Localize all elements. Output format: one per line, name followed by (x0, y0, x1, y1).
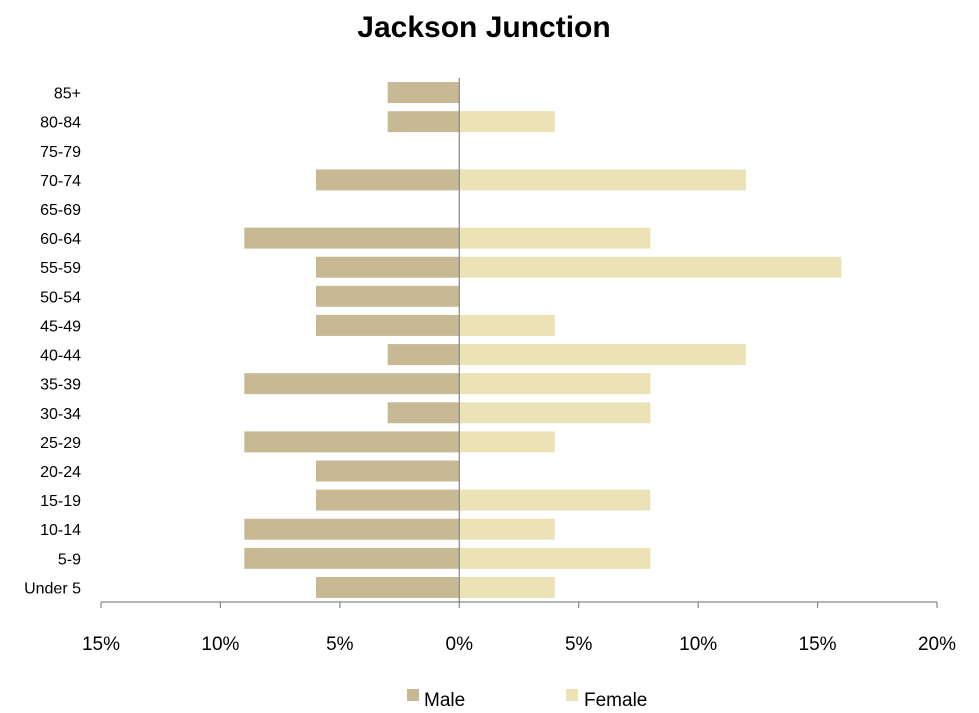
bar-male-15-19 (315, 489, 460, 511)
bar-male-55-59 (315, 256, 460, 278)
bar-male-30-34 (387, 402, 460, 424)
bar-female-70-74 (459, 169, 746, 191)
category-label: 45-49 (40, 318, 81, 335)
category-label: 75-79 (40, 144, 81, 161)
legend-label-male: Male (424, 690, 465, 711)
category-label: 30-34 (40, 406, 81, 423)
axes-group (100, 78, 938, 608)
category-label: 70-74 (40, 173, 81, 190)
x-tick-label: 5% (326, 634, 354, 655)
x-tick-label: 20% (918, 634, 956, 655)
bar-male-5-9 (244, 547, 460, 569)
x-tick-labels: 15% 10% 5% 0% 5% 10% 15% 20% (82, 634, 956, 655)
x-tick-label: 5% (565, 634, 593, 655)
bar-female-30-34 (459, 402, 651, 424)
bar-female-80-84 (459, 111, 555, 133)
category-label: 50-54 (40, 289, 81, 306)
bar-female-60-64 (459, 227, 651, 249)
bar-female-55-59 (459, 256, 842, 278)
category-label: 10-14 (40, 522, 81, 539)
bar-male-under-5 (315, 576, 460, 598)
category-label: 25-29 (40, 435, 81, 452)
bar-female-25-29 (459, 431, 555, 453)
bars-group (244, 82, 842, 598)
bar-female-45-49 (459, 314, 555, 336)
category-label: Under 5 (24, 580, 81, 597)
chart-title: Jackson Junction (357, 11, 610, 44)
bar-male-50-54 (315, 285, 460, 307)
bar-male-40-44 (387, 344, 460, 366)
bar-female-10-14 (459, 518, 555, 540)
category-label: 60-64 (40, 231, 81, 248)
legend-swatch-female (566, 689, 578, 701)
x-tick-label: 0% (446, 634, 474, 655)
category-label: 15-19 (40, 493, 81, 510)
x-tick-label: 15% (82, 634, 120, 655)
bar-male-80-84 (387, 111, 460, 133)
category-label: 85+ (54, 86, 81, 103)
bar-male-35-39 (244, 373, 460, 395)
category-label: 5-9 (58, 551, 81, 568)
legend-swatch-male (407, 689, 419, 701)
bar-male-85+ (387, 82, 460, 104)
legend-label-female: Female (584, 690, 647, 711)
bar-female-15-19 (459, 489, 651, 511)
bar-female-35-39 (459, 373, 651, 395)
x-tick-label: 10% (679, 634, 717, 655)
legend: Male Female (407, 689, 647, 711)
bar-male-20-24 (315, 460, 460, 482)
category-label: 55-59 (40, 260, 81, 277)
category-label: 80-84 (40, 115, 81, 132)
bar-female-5-9 (459, 547, 651, 569)
category-labels: Under 5 5-9 10-14 15-19 20-24 25-29 30-34 35-39… (24, 86, 81, 598)
category-label: 35-39 (40, 377, 81, 394)
x-tick-label: 10% (201, 634, 239, 655)
bar-male-45-49 (315, 314, 460, 336)
bar-male-10-14 (244, 518, 460, 540)
bar-female-40-44 (459, 344, 746, 366)
x-tick-label: 15% (799, 634, 837, 655)
bar-male-25-29 (244, 431, 460, 453)
category-label: 65-69 (40, 202, 81, 219)
bar-female-under-5 (459, 576, 555, 598)
bar-male-60-64 (244, 227, 460, 249)
bar-male-70-74 (315, 169, 460, 191)
category-label: 20-24 (40, 464, 81, 481)
category-label: 40-44 (40, 348, 81, 365)
